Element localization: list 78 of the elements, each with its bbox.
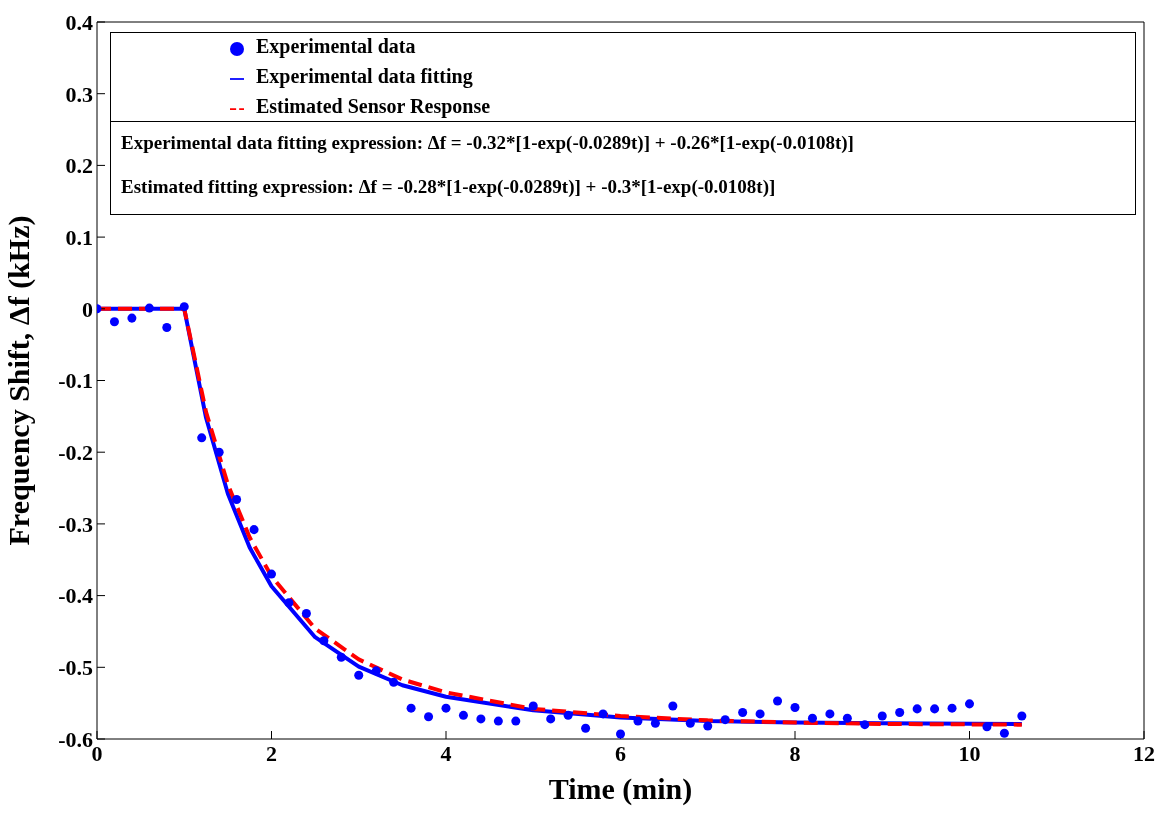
legend-label: Experimental data <box>256 35 416 57</box>
point <box>511 716 521 726</box>
x-tick-label: 10 <box>958 740 981 766</box>
x-tick-label: 4 <box>440 740 452 766</box>
y-tick-label: -0.4 <box>58 583 93 609</box>
x-axis-title: Time (min) <box>548 772 693 806</box>
legend-label: Experimental data fitting <box>256 65 473 87</box>
point <box>755 709 765 719</box>
y-tick-label: 0.3 <box>65 81 93 107</box>
point <box>895 707 905 717</box>
point <box>668 701 678 711</box>
point <box>930 704 940 714</box>
point <box>720 715 730 725</box>
point <box>773 696 783 706</box>
annotation: Estimated fitting expression: Δf = -0.28*[1-exp(-0.0289t)] + -0.3*[1-exp(-0.0108t)] <box>121 176 777 198</box>
point <box>179 302 189 312</box>
point <box>441 703 451 713</box>
point <box>1017 711 1027 721</box>
point <box>109 317 119 327</box>
point <box>406 703 416 713</box>
point <box>266 569 277 579</box>
text-box: Experimental data fitting expression: Δf = -0.32*[1-exp(-0.0289t)] + -0.26*[1-exp(-0.0108t)] Estimated fitting expression: Δf = -0.28*[1-exp(-0.0289t)] + -0.3*[1-exp(-0.0108t)] <box>110 121 1136 215</box>
point <box>354 670 364 680</box>
point <box>336 652 346 662</box>
point <box>633 716 643 726</box>
point <box>982 722 992 732</box>
point <box>563 710 573 720</box>
point <box>493 716 503 726</box>
point <box>528 701 538 711</box>
point <box>964 699 975 709</box>
y-axis-title: Frequency Shift, Δf (kHz) <box>1 215 36 546</box>
point <box>685 718 695 728</box>
point <box>615 729 626 739</box>
legend-label: Estimated Sensor Response <box>256 95 491 117</box>
y-tick-label: -0.3 <box>58 511 93 537</box>
point <box>650 718 660 728</box>
annotation: Experimental data fitting expression: Δf = -0.32*[1-exp(-0.0289t)] + -0.26*[1-exp(-0.0108t)] <box>121 132 855 154</box>
y-tick-label: -0.1 <box>58 368 93 394</box>
point <box>738 707 748 717</box>
point <box>546 714 556 724</box>
point <box>581 723 591 733</box>
point <box>947 703 957 713</box>
y-tick-label: -0.5 <box>58 655 93 681</box>
point <box>214 447 224 457</box>
point <box>197 433 207 443</box>
x-tick-label: 8 <box>789 740 801 766</box>
point <box>703 721 713 731</box>
y-tick-label: -0.6 <box>58 726 93 752</box>
point <box>877 711 887 721</box>
point <box>476 714 486 724</box>
point <box>162 322 172 332</box>
y-tick-label: 0 <box>82 296 93 322</box>
point <box>842 713 852 723</box>
point <box>790 702 800 712</box>
point <box>825 709 835 719</box>
point <box>999 728 1009 738</box>
point <box>144 303 154 313</box>
x-tick-label: 2 <box>266 740 277 766</box>
point <box>912 704 922 714</box>
point <box>249 525 259 535</box>
x-tick-label: 6 <box>615 740 626 766</box>
point <box>319 636 329 646</box>
point <box>598 709 608 719</box>
point <box>860 720 870 730</box>
y-tick-label: -0.2 <box>58 440 93 466</box>
point <box>807 713 817 723</box>
point <box>371 666 381 676</box>
y-tick-label: 0.2 <box>65 153 93 179</box>
point <box>127 313 137 323</box>
x-tick-label: 12 <box>1133 740 1155 766</box>
point <box>458 710 468 720</box>
point <box>232 495 242 505</box>
point <box>284 598 294 608</box>
point <box>389 677 399 687</box>
point <box>301 609 311 619</box>
y-tick-label: 0.4 <box>65 9 93 35</box>
y-tick-label: 0.1 <box>65 224 93 250</box>
point <box>424 712 434 722</box>
